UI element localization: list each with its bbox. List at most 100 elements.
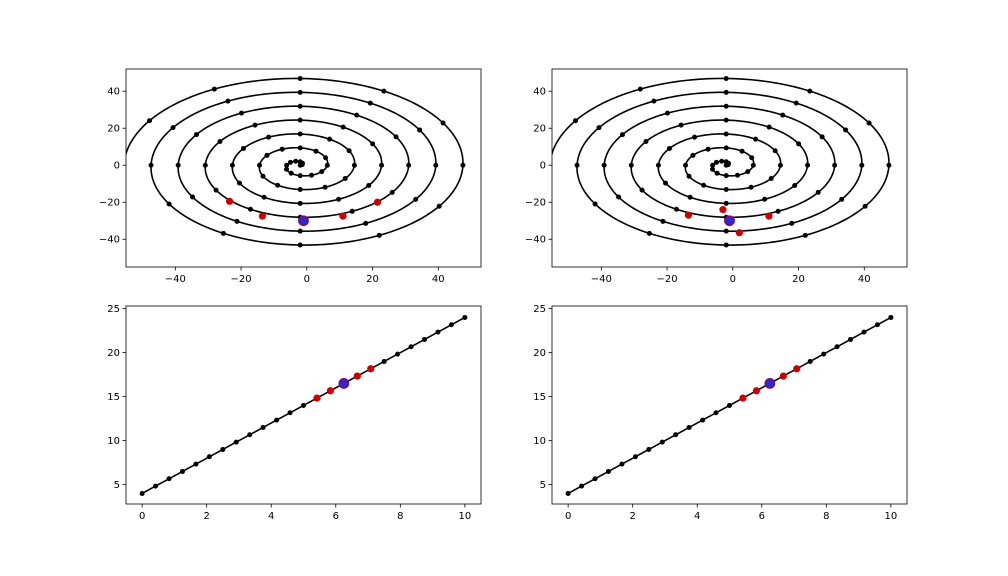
data-point — [565, 490, 571, 496]
x-tick-label: 10 — [458, 511, 471, 522]
data-point — [807, 88, 813, 94]
data-point — [839, 196, 845, 202]
x-tick-label: 0 — [730, 274, 736, 285]
data-point — [313, 148, 319, 154]
x-tick-label: 10 — [884, 511, 897, 522]
y-tick-label: 40 — [533, 87, 546, 98]
data-point — [579, 483, 585, 489]
neighbor-point — [326, 387, 334, 395]
data-point — [664, 110, 670, 116]
neighbor-point — [339, 212, 347, 220]
data-point — [673, 432, 679, 438]
data-point — [284, 166, 290, 172]
data-point — [574, 162, 580, 168]
data-point — [888, 314, 894, 320]
axes-frame — [125, 68, 482, 268]
query-point — [298, 215, 309, 227]
data-point — [202, 162, 208, 168]
data-point — [323, 155, 329, 161]
neighbor-point — [225, 197, 234, 205]
data-point — [367, 100, 373, 106]
data-point — [170, 125, 176, 131]
data-point — [462, 314, 468, 320]
data-point — [713, 159, 719, 165]
data-point — [389, 189, 395, 195]
y-tick-label: 0 — [540, 161, 546, 172]
data-point — [745, 169, 751, 175]
data-point — [349, 208, 355, 214]
neighbor-point — [684, 211, 693, 219]
data-point — [815, 189, 821, 195]
data-point — [692, 134, 698, 140]
data-point — [206, 454, 212, 460]
data-point — [327, 136, 333, 142]
y-tick-label: 10 — [533, 436, 546, 447]
data-point — [651, 98, 657, 104]
plot-area — [126, 75, 466, 248]
data-point — [710, 162, 716, 168]
neighbor-point — [793, 365, 801, 373]
subplot-bottom-left: 0 2 4 6 8 10 5 10 15 20 25 — [107, 304, 482, 522]
data-point — [261, 194, 267, 200]
data-point — [793, 100, 799, 106]
y-tick-label: −40 — [525, 235, 546, 246]
x-tick-label: 40 — [858, 274, 871, 285]
data-point — [354, 112, 360, 118]
data-point — [886, 162, 892, 168]
data-point — [257, 162, 263, 168]
data-point — [220, 230, 226, 236]
data-point — [436, 203, 442, 209]
data-point — [739, 148, 745, 154]
plot-area — [139, 314, 468, 496]
data-point — [750, 162, 756, 168]
x-tick-label: 8 — [397, 511, 403, 522]
y-tick-label: 20 — [533, 348, 546, 359]
data-point — [220, 446, 226, 452]
data-point — [297, 173, 303, 179]
data-point — [417, 127, 423, 133]
data-point — [772, 148, 778, 154]
data-point — [460, 162, 466, 168]
data-point — [366, 182, 372, 188]
x-tick-label: −20 — [230, 274, 251, 285]
data-point — [448, 322, 454, 328]
data-point — [874, 322, 880, 328]
data-point — [287, 410, 293, 416]
data-point — [237, 180, 243, 186]
axes-frame — [551, 305, 908, 505]
data-point — [381, 88, 387, 94]
data-point — [406, 162, 412, 168]
data-point — [655, 162, 661, 168]
y-tick-label: 15 — [107, 392, 120, 403]
data-point — [264, 152, 270, 158]
data-point — [735, 172, 741, 178]
data-point — [619, 461, 625, 467]
data-point — [297, 228, 303, 234]
data-point — [297, 187, 303, 193]
data-point — [646, 446, 652, 452]
data-point — [727, 402, 732, 408]
data-point — [408, 344, 414, 350]
data-point — [628, 162, 634, 168]
data-point — [229, 162, 235, 168]
neighbor-point — [752, 387, 760, 395]
neighbor-point — [373, 198, 382, 206]
x-tick-label: 0 — [565, 511, 571, 522]
data-point — [723, 200, 729, 206]
data-point — [279, 146, 285, 152]
data-point — [639, 187, 645, 193]
data-point — [596, 125, 602, 131]
y-tick-label: 20 — [533, 124, 546, 135]
y-tick-label: 5 — [540, 480, 546, 491]
data-point — [660, 218, 666, 224]
y-tick-label: 5 — [114, 480, 120, 491]
y-tick-label: 10 — [107, 436, 120, 447]
data-point — [723, 159, 729, 165]
data-point — [687, 194, 693, 200]
y-tick-label: −40 — [99, 235, 120, 246]
data-point — [297, 103, 303, 109]
data-point — [297, 75, 303, 81]
data-point — [166, 476, 172, 482]
data-point — [213, 187, 219, 193]
